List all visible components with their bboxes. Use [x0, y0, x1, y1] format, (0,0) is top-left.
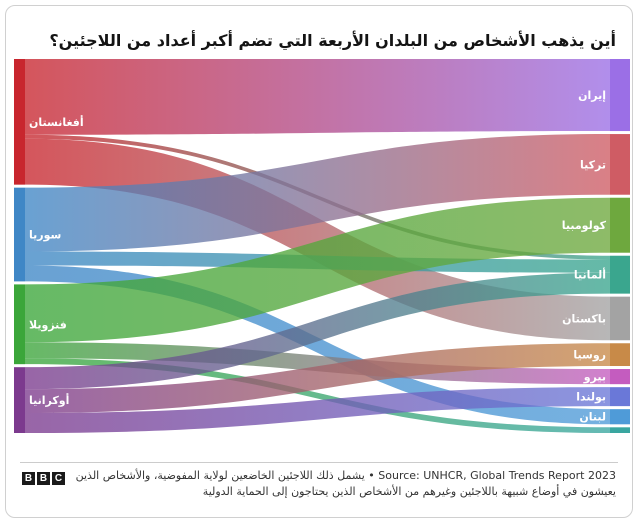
flow-ukr-poland [25, 387, 610, 433]
target-label-colombia: كولومبيا [562, 219, 607, 232]
source-label-syr: سوريا [29, 229, 61, 242]
sankey-chart: أفغانستان سوريا فنزويلا أوكرانيا إيران تركيا ك… [14, 59, 630, 433]
source-node-afg [14, 59, 25, 185]
target-label-poland: بولندا [576, 391, 606, 404]
footer-note: Source: UNHCR, Global Trends Report 2023… [56, 468, 616, 500]
target-label-iran: إيران [578, 89, 606, 102]
flow-ukr-russia [25, 343, 610, 414]
flow-syr-lebanon [25, 265, 610, 425]
footnote-text: يشمل ذلك اللاجئين الخاضعين لولاية المفوض… [75, 469, 616, 498]
target-node-pakistan [610, 296, 630, 341]
target-node-other [610, 427, 630, 433]
target-node-peru [610, 369, 630, 385]
source-node-syr [14, 187, 25, 282]
target-node-lebanon [610, 409, 630, 425]
flow-ven-peru [25, 342, 610, 385]
flow-afg-iran [25, 59, 610, 135]
target-label-lebanon: لبنان [579, 411, 606, 424]
source-label-afg: أفغانستان [29, 115, 84, 129]
bbc-logo: B B C [22, 472, 65, 485]
flow-ven-colombia [25, 197, 610, 343]
flow-ukr-germany [25, 272, 610, 390]
chart-title: أين يذهب الأشخاص من البلدان الأربعة التي… [49, 31, 616, 50]
target-node-iran [610, 59, 630, 132]
target-node-colombia [610, 197, 630, 253]
target-label-russia: روسيا [573, 349, 606, 362]
target-node-poland [610, 387, 630, 407]
target-label-pakistan: باكستان [562, 312, 606, 325]
flow-ven-other [25, 358, 610, 433]
source-label-ven: فنزويلا [29, 318, 67, 331]
target-label-germany: ألمانيا [574, 268, 606, 282]
target-node-turkey [610, 134, 630, 195]
target-node-germany [610, 255, 630, 294]
footer-separator: • [364, 469, 379, 482]
sankey-labels: أفغانستان سوريا فنزويلا أوكرانيا إيران تركيا ك… [29, 89, 607, 424]
sankey-links [25, 59, 610, 433]
sankey-nodes [14, 59, 630, 433]
source-node-ukr [14, 367, 25, 433]
chart-card: أين يذهب الأشخاص من البلدان الأربعة التي… [5, 5, 633, 518]
source-text: Source: UNHCR, Global Trends Report 2023 [378, 469, 616, 482]
target-label-peru: بيرو [583, 371, 606, 384]
source-node-ven [14, 284, 25, 365]
footer-divider [20, 462, 618, 463]
target-label-turkey: تركيا [580, 158, 606, 171]
target-node-russia [610, 343, 630, 367]
source-label-ukr: أوكرانيا [29, 393, 69, 407]
flow-syr-turkey [25, 134, 610, 252]
